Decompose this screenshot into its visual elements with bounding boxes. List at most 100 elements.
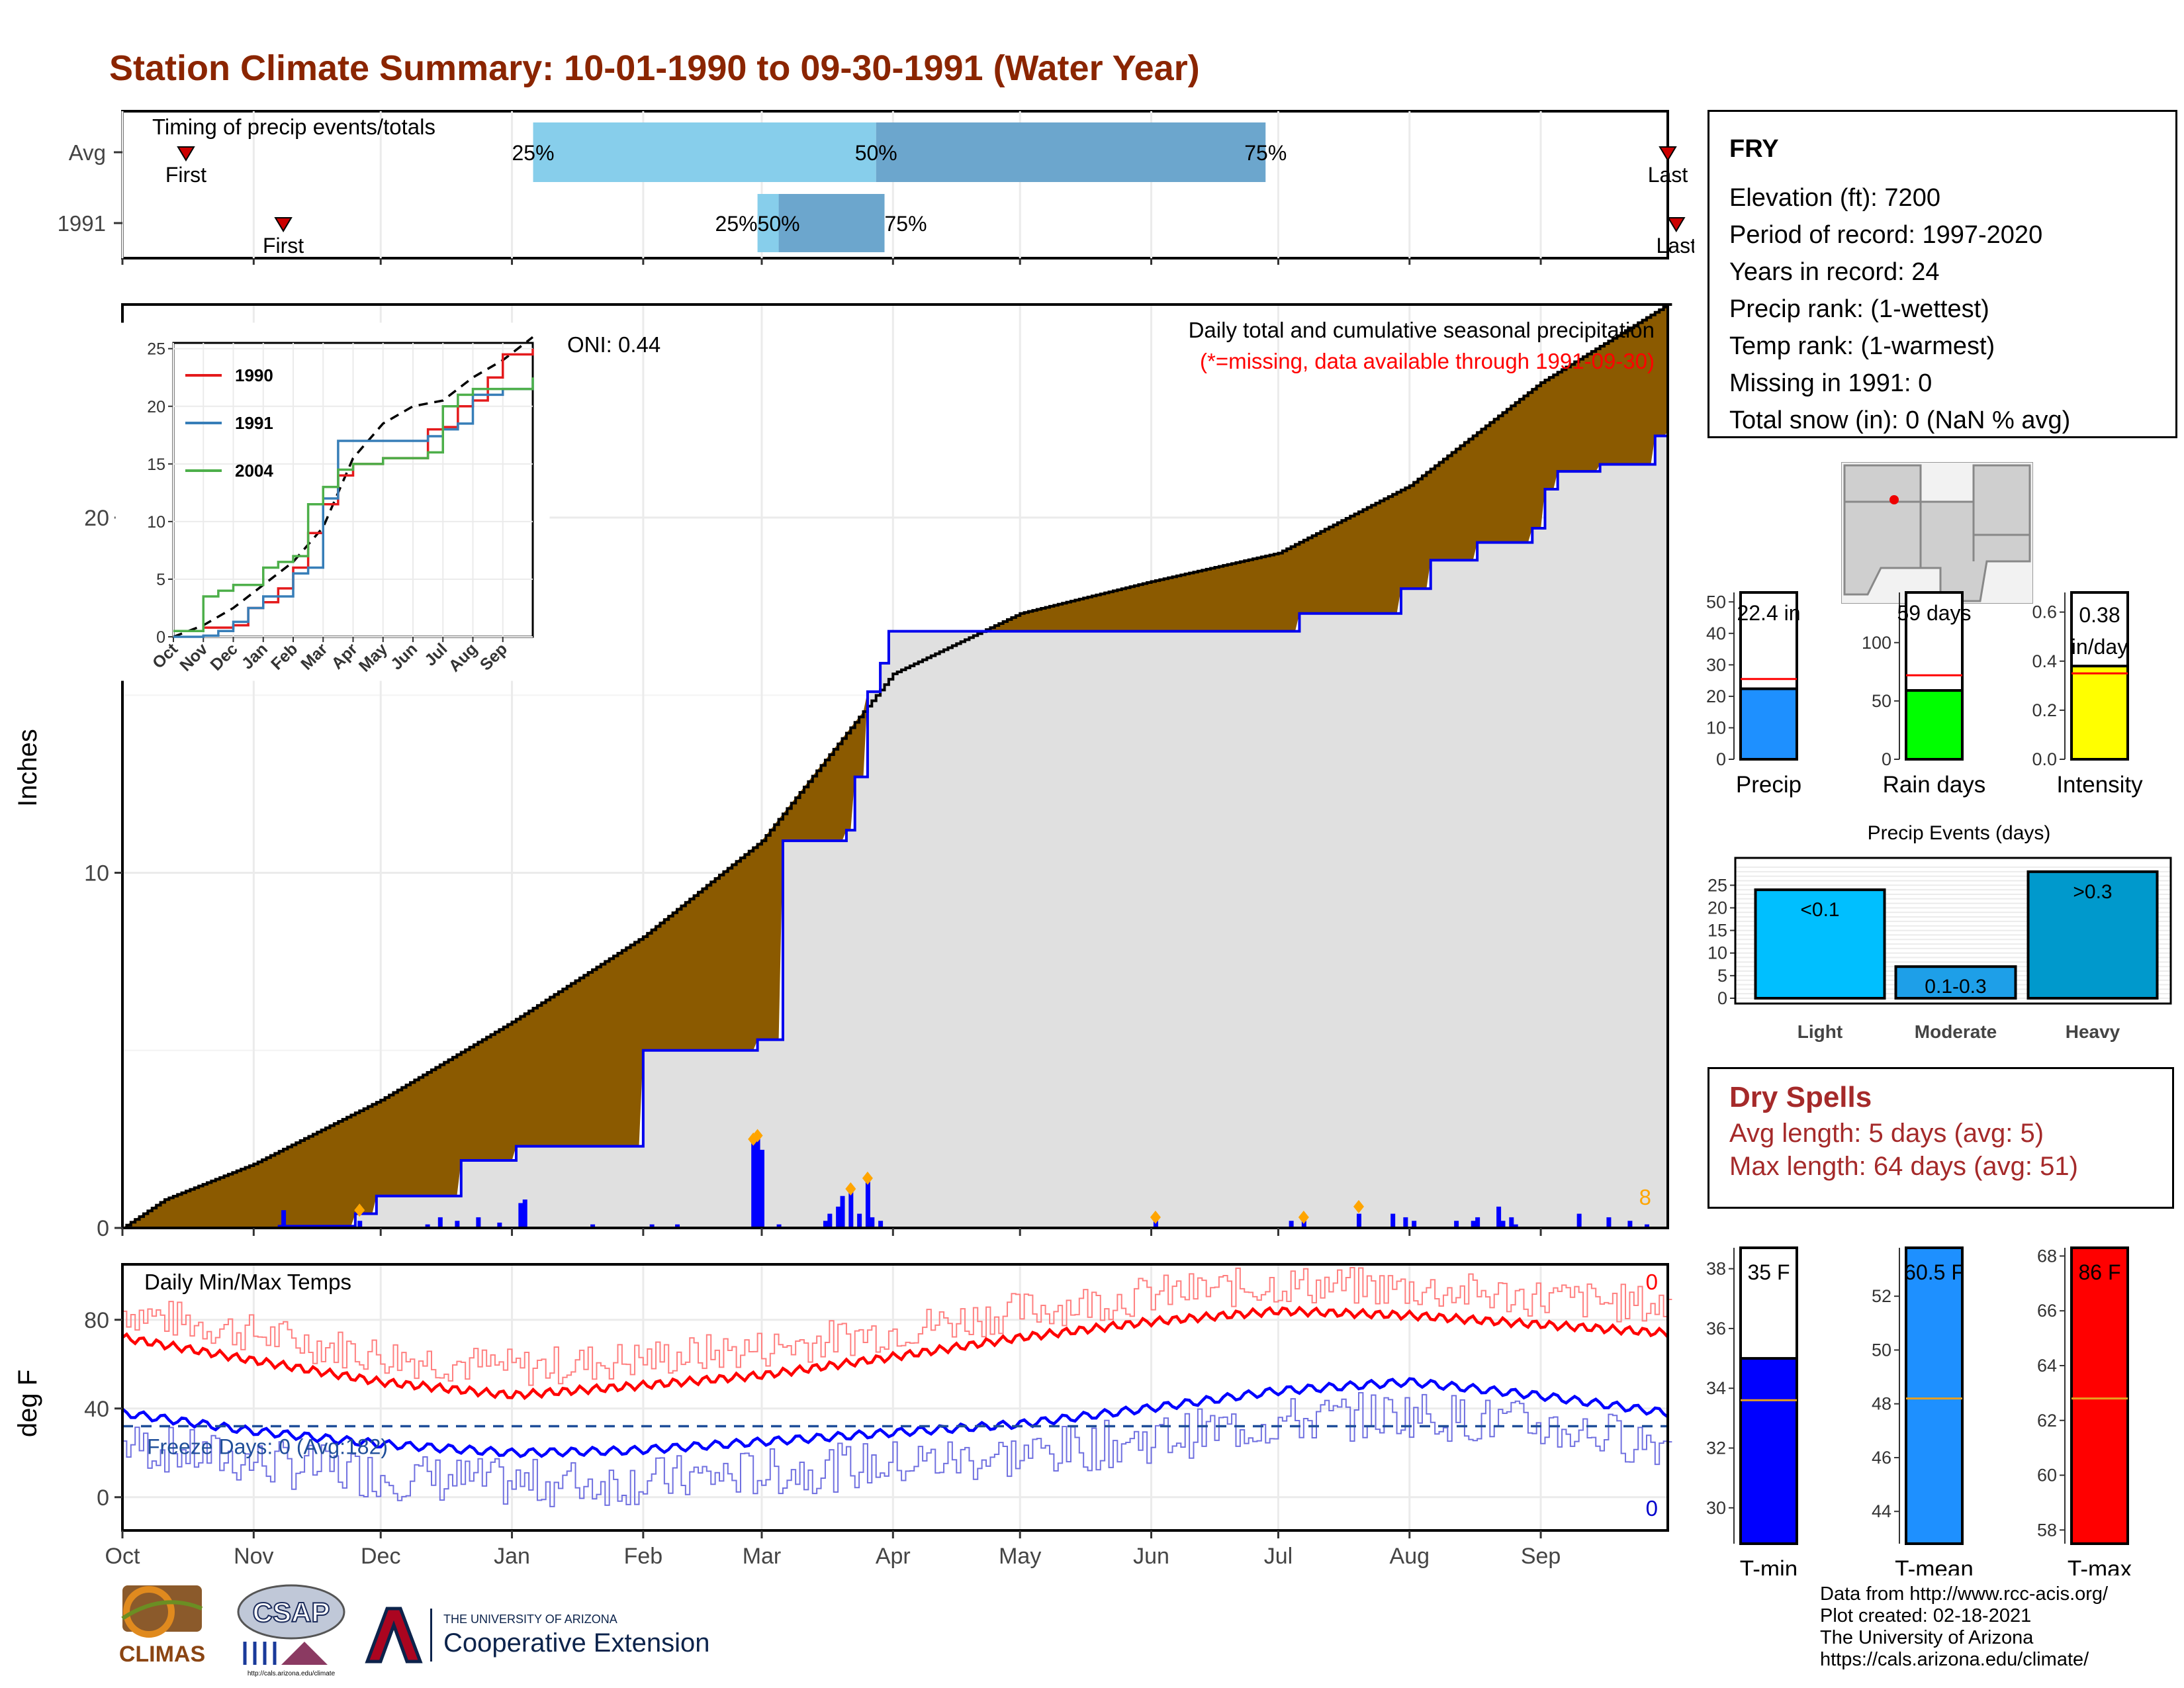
tmean-ytick-label-4: 52 xyxy=(1872,1286,1891,1306)
temp-xtick-label-11: Sep xyxy=(1521,1544,1561,1569)
ua-logo-line1: THE UNIVERSITY OF ARIZONA xyxy=(443,1613,617,1626)
inset-ytick-label-3: 15 xyxy=(147,455,165,474)
station-info-box: FRY Elevation (ft): 7200 Period of recor… xyxy=(1707,110,2177,438)
events-bar-1 xyxy=(1894,965,2017,1000)
station-location-dot xyxy=(1889,495,1899,504)
temp-xtick-label-3: Jan xyxy=(494,1544,530,1569)
intensity-value-label: 0.38 xyxy=(2079,603,2120,627)
rain-days-title: Rain days xyxy=(1883,772,1986,798)
tmax-value-label: 86 F xyxy=(2078,1260,2120,1284)
timing-row-label-1: 1991 xyxy=(58,211,106,236)
tmax-ytick-label-1: 60 xyxy=(2037,1466,2057,1485)
inset-ytick-label-1: 5 xyxy=(156,571,165,589)
temp-xtick-label-2: Dec xyxy=(361,1544,400,1569)
precip-daily-bar xyxy=(1289,1221,1294,1228)
station-missing: Missing in 1991: 0 xyxy=(1729,369,1933,397)
inset-ytick-label-5: 25 xyxy=(147,340,165,359)
tmin-ytick-label-2: 34 xyxy=(1706,1378,1726,1398)
precip-daily-bar xyxy=(827,1213,833,1228)
station-name: FRY xyxy=(1729,135,1779,163)
temp-xtick-label-1: Nov xyxy=(234,1544,273,1569)
credits-line1: Data from http://www.rcc-acis.org/ xyxy=(1820,1583,2109,1605)
temp-ylabel: deg F xyxy=(13,1370,42,1437)
precip-total-ytick-label-5: 50 xyxy=(1706,592,1726,612)
precip-daily-bar xyxy=(1606,1217,1612,1228)
credits: Data from http://www.rcc-acis.org/ Plot … xyxy=(1820,1583,2108,1671)
inset-legend-label-0: 1990 xyxy=(235,365,273,385)
inset-legend-label-2: 2004 xyxy=(235,461,273,481)
inset-ytick-label-2: 10 xyxy=(147,513,165,532)
inset-series-line-2 xyxy=(173,377,534,633)
timing-bar-early-0 xyxy=(533,122,876,182)
tmin-ytick-label-1: 32 xyxy=(1706,1438,1726,1458)
events-ytick-label-2: 10 xyxy=(1707,943,1727,963)
precip-extreme-marker xyxy=(1298,1210,1309,1224)
timing-last-marker-0 xyxy=(1659,146,1677,162)
temp-xtick-label-9: Jul xyxy=(1264,1544,1293,1569)
intensity-ytick-label-2: 0.4 xyxy=(2032,651,2057,671)
events-ytick-label-1: 5 xyxy=(1717,966,1727,986)
precip-daily-bar xyxy=(1390,1213,1396,1228)
timing-p50-label-0: 50% xyxy=(855,141,897,165)
precip-daily-bar xyxy=(823,1221,828,1228)
precip-daily-bar xyxy=(455,1221,460,1228)
precip-total-ytick-label-0: 0 xyxy=(1716,749,1726,769)
tmin-value-label: 35 F xyxy=(1747,1260,1790,1284)
station-years: Years in record: 24 xyxy=(1729,258,1940,286)
temp-xtick-label-10: Aug xyxy=(1390,1544,1430,1569)
precip-daily-bar xyxy=(751,1139,756,1228)
csap-logo-url: http://cals.arizona.edu/climate xyxy=(248,1670,336,1677)
tmin-bar xyxy=(1739,1357,1798,1545)
events-bar-0 xyxy=(1754,888,1886,1000)
timing-label: Timing of precip events/totals xyxy=(152,115,435,139)
precip-extreme-marker xyxy=(862,1171,873,1185)
tmean-title: T-mean xyxy=(1895,1556,1974,1575)
precip-daily-bar xyxy=(1475,1217,1480,1228)
events-ytick-label-0: 0 xyxy=(1717,988,1727,1008)
temp-ytick-label-1: 40 xyxy=(84,1397,109,1422)
precip-avg-cumulative-line xyxy=(122,303,1672,1229)
precip-daily-bar xyxy=(1357,1213,1361,1228)
events-ytick-label-3: 15 xyxy=(1707,921,1727,941)
freeze-days-label: Freeze Days: 0 (Avg:182) xyxy=(147,1435,388,1459)
tmin-title: T-min xyxy=(1740,1556,1798,1575)
timing-first-marker-0 xyxy=(177,146,195,162)
map-borders xyxy=(1844,500,2030,568)
precip-daily-bar xyxy=(1496,1206,1502,1228)
timing-p25-label-1: 25% xyxy=(715,212,758,236)
precip-daily-bar xyxy=(522,1199,527,1228)
timing-last-label-0: Last xyxy=(1648,163,1688,187)
timing-row-label-0: Avg xyxy=(69,140,106,165)
events-xtick-label-0: Light xyxy=(1797,1021,1843,1042)
tmean-ytick-label-2: 48 xyxy=(1872,1394,1891,1414)
tmax-ytick-label-0: 58 xyxy=(2037,1520,2057,1540)
station-period: Period of record: 1997-2020 xyxy=(1729,221,2043,249)
credits-line3: The University of Arizona xyxy=(1820,1627,2034,1648)
events-title: Precip Events (days) xyxy=(1868,822,2051,844)
precip-stats-charts: 0 10 20 30 40 50 22.4 in Precip 0 50 100 59 days Rai… xyxy=(1706,591,2143,798)
events-bar-label-0: <0.1 xyxy=(1800,899,1839,921)
tmean-value-label: 60.5 F xyxy=(1904,1260,1964,1284)
timing-last-label-1: Last xyxy=(1657,234,1694,258)
events-bar-label-1: 0.1-0.3 xyxy=(1925,976,1986,998)
location-map xyxy=(1841,462,2033,604)
timing-p25-label-0: 25% xyxy=(512,141,555,165)
dry-spells-avg: Avg length: 5 days (avg: 5) xyxy=(1729,1119,2044,1148)
precip-total-ytick-label-3: 30 xyxy=(1706,655,1726,675)
precip-extreme-marker xyxy=(1150,1210,1161,1224)
precip-year-cumulative-line xyxy=(122,432,1669,1229)
ua-logo: THE UNIVERSITY OF ARIZONA Cooperative Ex… xyxy=(365,1607,709,1664)
timing-bar-early-1 xyxy=(757,194,779,252)
precip-daily-bar xyxy=(1301,1221,1306,1228)
events-frame xyxy=(1734,857,2172,1005)
timing-p50-label-1: 50% xyxy=(758,212,800,236)
precip-daily-bar xyxy=(425,1224,430,1228)
precip-daily-bar xyxy=(437,1217,443,1228)
intensity-bar xyxy=(2070,665,2129,761)
precip-daily-bar xyxy=(857,1213,862,1228)
precip-daily-bar xyxy=(281,1210,287,1228)
events-bar-2 xyxy=(2026,870,2159,1000)
dry-spells-box: Dry Spells Avg length: 5 days (avg: 5) M… xyxy=(1707,1067,2174,1209)
temp-daily-min-line xyxy=(122,1391,1672,1507)
